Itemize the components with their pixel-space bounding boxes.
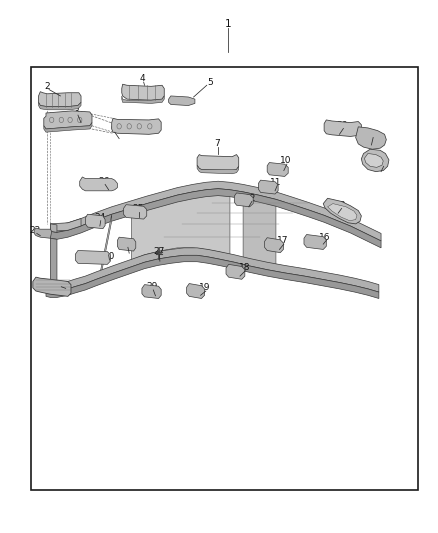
Polygon shape (50, 238, 57, 291)
Text: 25: 25 (132, 205, 144, 213)
Polygon shape (80, 177, 117, 191)
Polygon shape (234, 193, 253, 207)
Text: 5: 5 (207, 78, 213, 87)
Polygon shape (50, 219, 81, 231)
Polygon shape (122, 96, 164, 103)
Polygon shape (304, 235, 326, 249)
Polygon shape (112, 118, 161, 134)
Text: 7: 7 (214, 140, 220, 148)
Polygon shape (50, 224, 57, 232)
Polygon shape (50, 189, 381, 248)
Text: 11: 11 (270, 178, 282, 187)
Text: 12: 12 (245, 194, 256, 203)
Polygon shape (361, 149, 389, 172)
Polygon shape (324, 120, 361, 136)
Text: 13: 13 (335, 201, 346, 209)
Polygon shape (197, 155, 239, 171)
Polygon shape (85, 214, 105, 229)
Polygon shape (44, 111, 92, 129)
Text: 4: 4 (140, 75, 145, 83)
Text: 19: 19 (199, 284, 211, 292)
Polygon shape (142, 285, 161, 298)
Polygon shape (364, 154, 383, 167)
Text: 20: 20 (103, 253, 114, 261)
Text: 3: 3 (74, 108, 80, 116)
Polygon shape (124, 205, 147, 219)
Polygon shape (46, 255, 379, 298)
Bar (31, 67, 418, 490)
Polygon shape (267, 163, 288, 176)
Polygon shape (39, 102, 81, 110)
Polygon shape (117, 237, 136, 251)
Text: 29: 29 (147, 282, 158, 291)
Polygon shape (34, 228, 52, 238)
Text: 23: 23 (121, 240, 133, 248)
Polygon shape (131, 189, 230, 260)
Text: 18: 18 (239, 263, 250, 272)
Text: 6: 6 (110, 125, 116, 133)
Text: 16: 16 (319, 233, 331, 241)
Polygon shape (50, 181, 381, 241)
Polygon shape (328, 204, 357, 221)
Text: 26: 26 (99, 177, 110, 185)
Polygon shape (39, 92, 81, 107)
Polygon shape (44, 123, 92, 132)
Polygon shape (226, 264, 245, 279)
Polygon shape (33, 277, 71, 296)
Polygon shape (46, 248, 379, 292)
Polygon shape (258, 180, 278, 194)
Polygon shape (243, 192, 276, 268)
Text: 17: 17 (277, 237, 288, 245)
Polygon shape (323, 198, 361, 224)
Polygon shape (122, 84, 164, 100)
Text: 22: 22 (29, 226, 41, 235)
Polygon shape (75, 251, 110, 264)
Text: 27: 27 (153, 247, 164, 256)
Polygon shape (101, 214, 112, 277)
Text: 2: 2 (45, 82, 50, 91)
Polygon shape (169, 96, 195, 106)
Polygon shape (187, 284, 205, 298)
Text: 9: 9 (371, 130, 378, 139)
Polygon shape (197, 165, 239, 174)
Text: 10: 10 (280, 157, 291, 165)
Text: 24: 24 (94, 213, 106, 222)
Text: 30: 30 (337, 121, 348, 130)
Text: 8: 8 (382, 158, 389, 167)
Polygon shape (356, 127, 386, 149)
Text: 1: 1 (224, 19, 231, 29)
Polygon shape (265, 238, 283, 253)
Text: 21: 21 (59, 281, 71, 289)
